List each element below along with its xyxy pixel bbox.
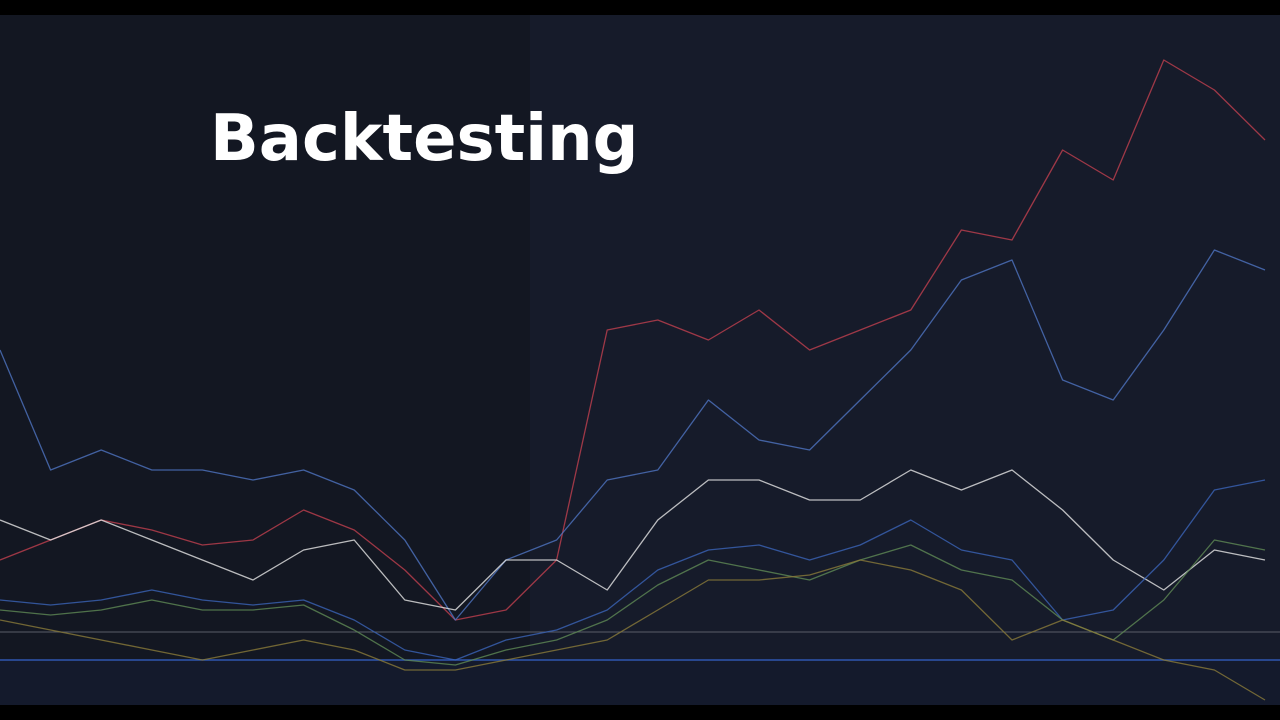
series-line bbox=[0, 539, 1266, 666]
series-line bbox=[0, 249, 1266, 621]
series-line bbox=[0, 559, 1266, 701]
series-line bbox=[0, 479, 1266, 661]
lines bbox=[0, 59, 1266, 701]
background-left bbox=[0, 15, 530, 705]
lower-band bbox=[0, 660, 1280, 705]
series-line bbox=[0, 469, 1266, 611]
background-right bbox=[530, 15, 1280, 705]
chart-title: Backtesting bbox=[210, 102, 638, 176]
series-line bbox=[0, 59, 1266, 621]
